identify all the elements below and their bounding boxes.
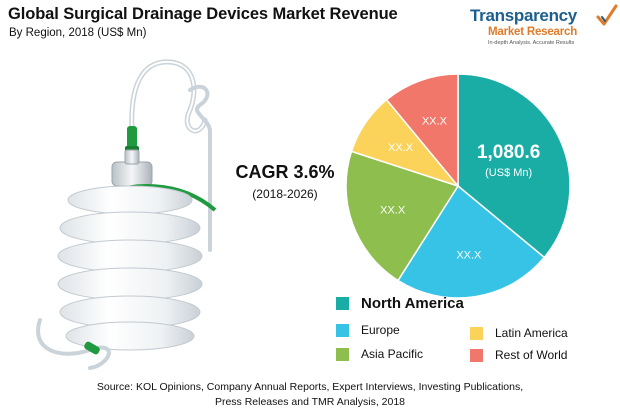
legend-swatch-latin-america [470,326,483,340]
logo-text-transparency: Transparency [470,6,577,25]
legend-swatch-north-america [336,297,349,310]
pie-slice-asia-pacific [345,150,460,282]
cagr-callout: CAGR 3.6% (2018-2026) [230,162,340,201]
cagr-value: CAGR 3.6% [235,162,335,182]
pie-label-latin-america: XX.X [388,142,414,154]
legend-label-europe: Europe [361,323,400,337]
pie-label-rest-of-world: XX.X [422,116,448,128]
pie-label-europe: XX.X [456,250,482,262]
source-note: Source: KOL Opinions, Company Annual Rep… [0,380,620,410]
logo-text-market-research: Market Research [488,26,578,38]
pie-label-asia-pacific: XX.X [380,205,406,217]
legend-item-latin-america: Latin America [470,326,568,340]
pie-slice-europe [396,184,546,299]
legend-label-latin-america: Latin America [495,326,568,340]
tmr-logo: Transparency Market Research In-depth An… [470,4,618,66]
pie-unit-north-america: (US$ Mn) [485,167,532,179]
checkmark-icon [596,4,618,26]
legend-label-rest-of-world: Rest of World [495,348,568,362]
pie-label-north-america: 1,080.6 [477,142,540,163]
pie-chart: 1,080.6 (US$ Mn) XX.X XX.X XX.X XX.X [344,72,572,300]
legend-swatch-rest-of-world [470,348,483,362]
legend-label-asia-pacific: Asia Pacific [361,347,424,361]
legend-item-asia-pacific: Asia Pacific [336,347,423,361]
legend-item-rest-of-world: Rest of World [470,348,567,362]
legend-swatch-asia-pacific [336,347,349,361]
chart-title: Global Surgical Drainage Devices Market … [8,5,398,23]
chart-legend: North America Europe Latin America Asia … [332,292,612,372]
pie-chart-container: 1,080.6 (US$ Mn) XX.X XX.X XX.X XX.X [340,68,576,304]
source-line-2: Press Releases and TMR Analysis, 2018 [214,396,406,408]
pie-slice-north-america [457,73,571,259]
legend-item-europe: Europe [336,323,400,337]
source-line-1: Source: KOL Opinions, Company Annual Rep… [96,381,524,393]
pie-slice-rest-of-world [385,73,459,189]
cagr-period: (2018-2026) [252,187,318,201]
drainage-device-illustration [36,59,217,370]
legend-swatch-europe [336,323,349,337]
logo-tagline: In-depth Analysis. Accurate Results [488,40,575,46]
legend-label-north-america: North America [361,295,464,312]
legend-item-north-america: North America [336,295,464,312]
chart-subtitle: By Region, 2018 (US$ Mn) [9,27,147,39]
